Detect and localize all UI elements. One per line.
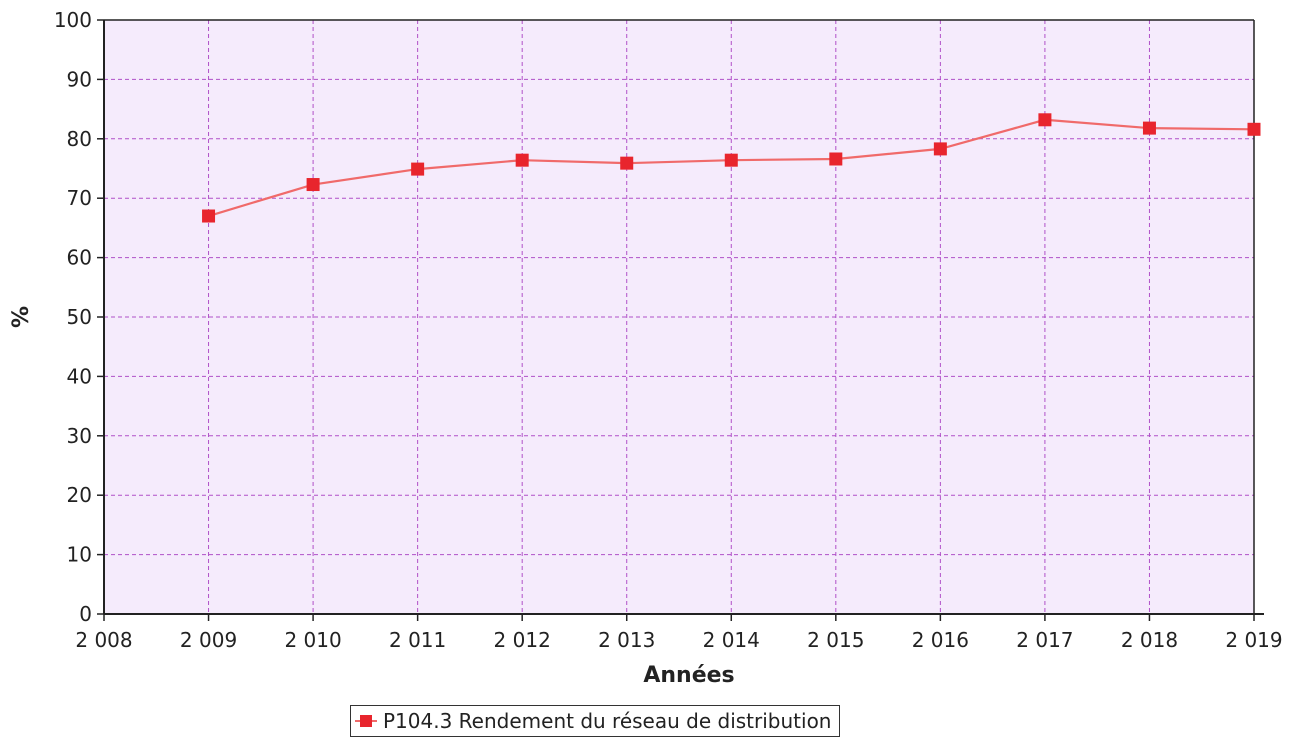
y-tick-label: 10: [67, 543, 92, 567]
x-tick-label: 2 017: [1016, 628, 1073, 652]
x-tick-label: 2 016: [912, 628, 969, 652]
series: [202, 113, 1261, 223]
data-point: [1142, 121, 1156, 135]
y-tick-labels: 0 10 20 30 40 50 60 70 80 90 100: [54, 8, 92, 626]
data-point: [829, 152, 843, 166]
x-tick-label: 2 013: [598, 628, 655, 652]
data-point: [1247, 122, 1261, 136]
y-tick-label: 60: [67, 246, 92, 270]
data-point: [1038, 113, 1052, 127]
y-tick-label: 20: [67, 483, 92, 507]
y-tick-label: 30: [67, 424, 92, 448]
legend-label: P104.3 Rendement du réseau de distributi…: [383, 709, 832, 733]
x-tick-label: 2 014: [703, 628, 760, 652]
data-point: [724, 153, 738, 167]
x-tick-labels: 2 008 2 009 2 010 2 011 2 012 2 013 2 014 2 015…: [75, 628, 1282, 652]
x-tick-label: 2 011: [389, 628, 446, 652]
data-point: [515, 153, 529, 167]
data-point: [411, 162, 425, 176]
y-tick-label: 90: [67, 67, 92, 91]
y-axis-title: %: [9, 306, 34, 328]
x-tick-label: 2 018: [1121, 628, 1178, 652]
x-tick-label: 2 010: [284, 628, 341, 652]
x-tick-label: 2 012: [494, 628, 551, 652]
y-tick-label: 40: [67, 364, 92, 388]
data-point: [620, 156, 634, 170]
y-tick-label: 50: [67, 305, 92, 329]
y-tick-label: 80: [67, 127, 92, 151]
y-tick-label: 100: [54, 8, 92, 32]
data-point: [933, 142, 947, 156]
axes: [97, 19, 1264, 621]
y-tick-label: 0: [79, 602, 92, 626]
data-point: [202, 209, 216, 223]
x-tick-label: 2 009: [180, 628, 237, 652]
x-tick-label: 2 015: [807, 628, 864, 652]
x-tick-label: 2 019: [1225, 628, 1282, 652]
y-tick-label: 70: [67, 186, 92, 210]
legend: P104.3 Rendement du réseau de distributi…: [350, 705, 841, 737]
legend-marker-icon: [355, 714, 377, 728]
x-tick-label: 2 008: [75, 628, 132, 652]
x-axis-title: Années: [643, 663, 734, 688]
data-point: [306, 178, 320, 192]
